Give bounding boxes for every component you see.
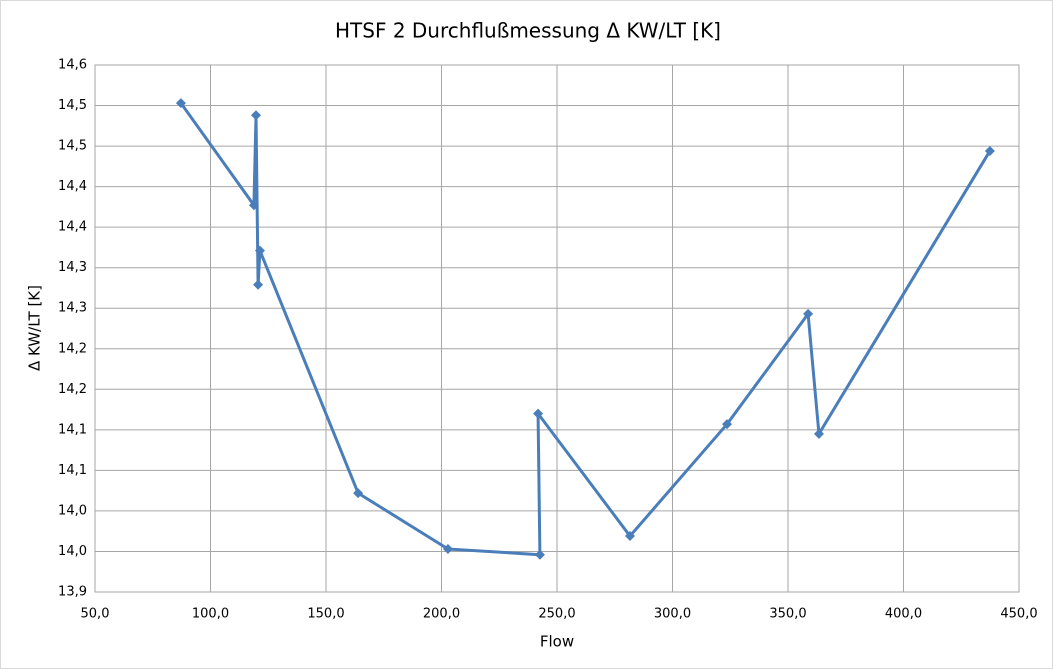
x-tick-label: 350,0 [769, 607, 806, 622]
data-point [533, 408, 544, 419]
x-tick-label: 300,0 [654, 607, 691, 622]
x-tick-label: 50,0 [81, 607, 110, 622]
y-tick-label: 14,0 [58, 503, 87, 518]
y-tick-label: 14,2 [58, 382, 87, 397]
y-tick-label: 14,6 [58, 58, 87, 73]
y-tick-label: 14,3 [58, 301, 87, 316]
y-axis-title: Δ KW/LT [K] [26, 285, 44, 371]
data-point [984, 145, 995, 156]
x-tick-label: 400,0 [885, 607, 922, 622]
data-point [175, 98, 186, 109]
y-tick-label: 14,5 [58, 139, 87, 154]
y-tick-label: 14,2 [58, 341, 87, 356]
data-point [353, 488, 364, 499]
y-tick-label: 14,1 [58, 422, 87, 437]
x-tick-label: 200,0 [423, 607, 460, 622]
chart-title: HTSF 2 Durchflußmessung Δ KW/LT [K] [335, 19, 721, 43]
y-tick-label: 14,1 [58, 463, 87, 478]
data-point [253, 279, 264, 290]
data-point [624, 531, 635, 542]
series-line [179, 102, 992, 557]
x-tick-label: 450,0 [1000, 607, 1037, 622]
data-point [813, 428, 824, 439]
x-tick-label: 250,0 [538, 607, 575, 622]
x-tick-label: 150,0 [307, 607, 344, 622]
data-point [803, 308, 814, 319]
data-point [248, 200, 259, 211]
x-tick-label: 100,0 [192, 607, 229, 622]
y-tick-label: 14,5 [58, 98, 87, 113]
data-point [251, 110, 262, 121]
x-axis-title: Flow [540, 633, 574, 651]
y-tick-label: 14,4 [58, 179, 87, 194]
data-point [722, 419, 733, 430]
data-point [442, 544, 453, 555]
data-point [254, 245, 265, 256]
y-tick-label: 14,4 [58, 220, 87, 235]
plot-area [94, 64, 1020, 593]
data-point [534, 549, 545, 560]
y-tick-label: 14,3 [58, 260, 87, 275]
y-tick-label: 14,0 [58, 544, 87, 559]
y-tick-label: 13,9 [58, 585, 87, 600]
